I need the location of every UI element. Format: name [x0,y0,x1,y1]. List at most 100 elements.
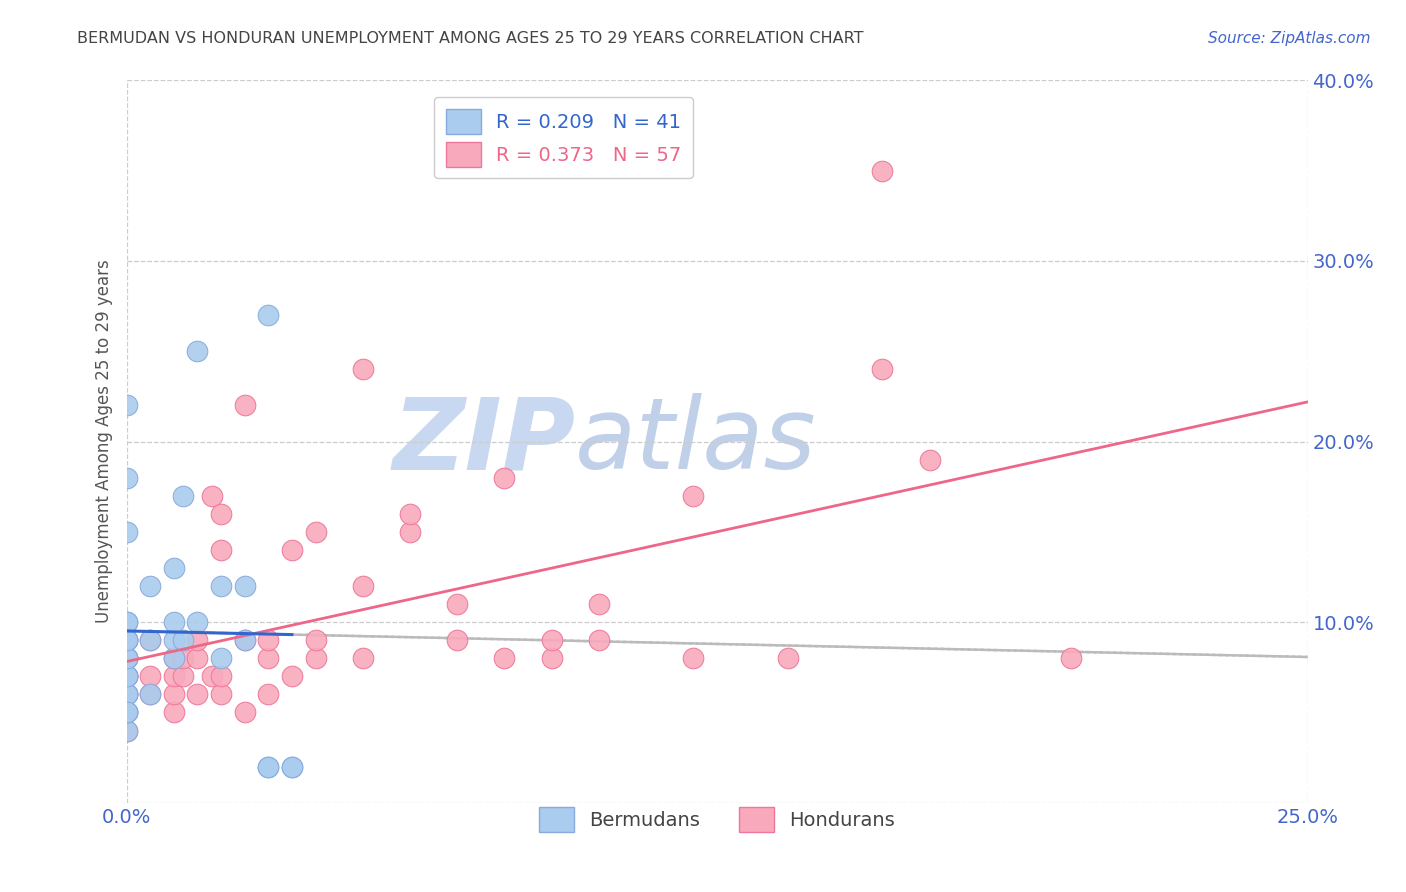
Point [163,615,186,630]
Point [186,633,208,648]
Point [115,687,138,701]
Point [257,687,280,701]
Point [257,760,280,774]
Point [872,163,894,178]
Point [115,651,138,665]
Point [304,651,326,665]
Point [682,651,704,665]
Point [115,669,138,683]
Text: Source: ZipAtlas.com: Source: ZipAtlas.com [1208,31,1371,46]
Point [115,669,138,683]
Point [257,760,280,774]
Point [115,615,138,630]
Point [209,579,232,593]
Point [233,579,256,593]
Point [115,669,138,683]
Point [588,597,610,611]
Point [1060,651,1083,665]
Legend: Bermudans, Hondurans: Bermudans, Hondurans [527,796,907,844]
Point [209,507,232,521]
Point [139,633,162,648]
Point [494,471,516,485]
Point [209,651,232,665]
Text: BERMUDAN VS HONDURAN UNEMPLOYMENT AMONG AGES 25 TO 29 YEARS CORRELATION CHART: BERMUDAN VS HONDURAN UNEMPLOYMENT AMONG … [77,31,863,46]
Point [115,651,138,665]
Point [186,687,208,701]
Point [281,542,304,557]
Point [163,651,186,665]
Point [115,651,138,665]
Point [446,597,468,611]
Point [209,669,232,683]
Point [200,669,222,683]
Point [399,507,422,521]
Point [304,633,326,648]
Point [115,706,138,720]
Point [163,706,186,720]
Point [233,633,256,648]
Point [115,706,138,720]
Point [588,633,610,648]
Point [918,452,941,467]
Point [257,308,280,322]
Point [163,669,186,683]
Point [163,651,186,665]
Point [186,344,208,359]
Point [163,561,186,575]
Point [115,651,138,665]
Text: atlas: atlas [575,393,817,490]
Point [172,669,194,683]
Point [682,489,704,503]
Point [540,633,562,648]
Point [281,760,304,774]
Point [163,633,186,648]
Point [399,524,422,539]
Point [257,651,280,665]
Point [115,706,138,720]
Point [115,723,138,738]
Point [872,362,894,376]
Point [281,760,304,774]
Point [115,669,138,683]
Point [281,669,304,683]
Point [186,615,208,630]
Point [209,542,232,557]
Point [115,687,138,701]
Point [352,362,374,376]
Point [776,651,799,665]
Point [115,706,138,720]
Point [115,633,138,648]
Point [304,524,326,539]
Point [233,398,256,412]
Point [139,633,162,648]
Point [115,687,138,701]
Point [233,706,256,720]
Point [115,633,138,648]
Point [139,669,162,683]
Point [494,651,516,665]
Point [115,471,138,485]
Point [115,687,138,701]
Point [352,579,374,593]
Point [115,669,138,683]
Point [115,723,138,738]
Point [200,489,222,503]
Point [115,398,138,412]
Point [257,633,280,648]
Point [186,651,208,665]
Point [233,633,256,648]
Point [139,687,162,701]
Point [139,687,162,701]
Point [446,633,468,648]
Point [115,633,138,648]
Point [172,489,194,503]
Point [115,615,138,630]
Y-axis label: Unemployment Among Ages 25 to 29 years: Unemployment Among Ages 25 to 29 years [96,260,114,624]
Point [115,633,138,648]
Point [115,651,138,665]
Point [163,687,186,701]
Point [209,687,232,701]
Point [172,651,194,665]
Point [172,633,194,648]
Point [352,651,374,665]
